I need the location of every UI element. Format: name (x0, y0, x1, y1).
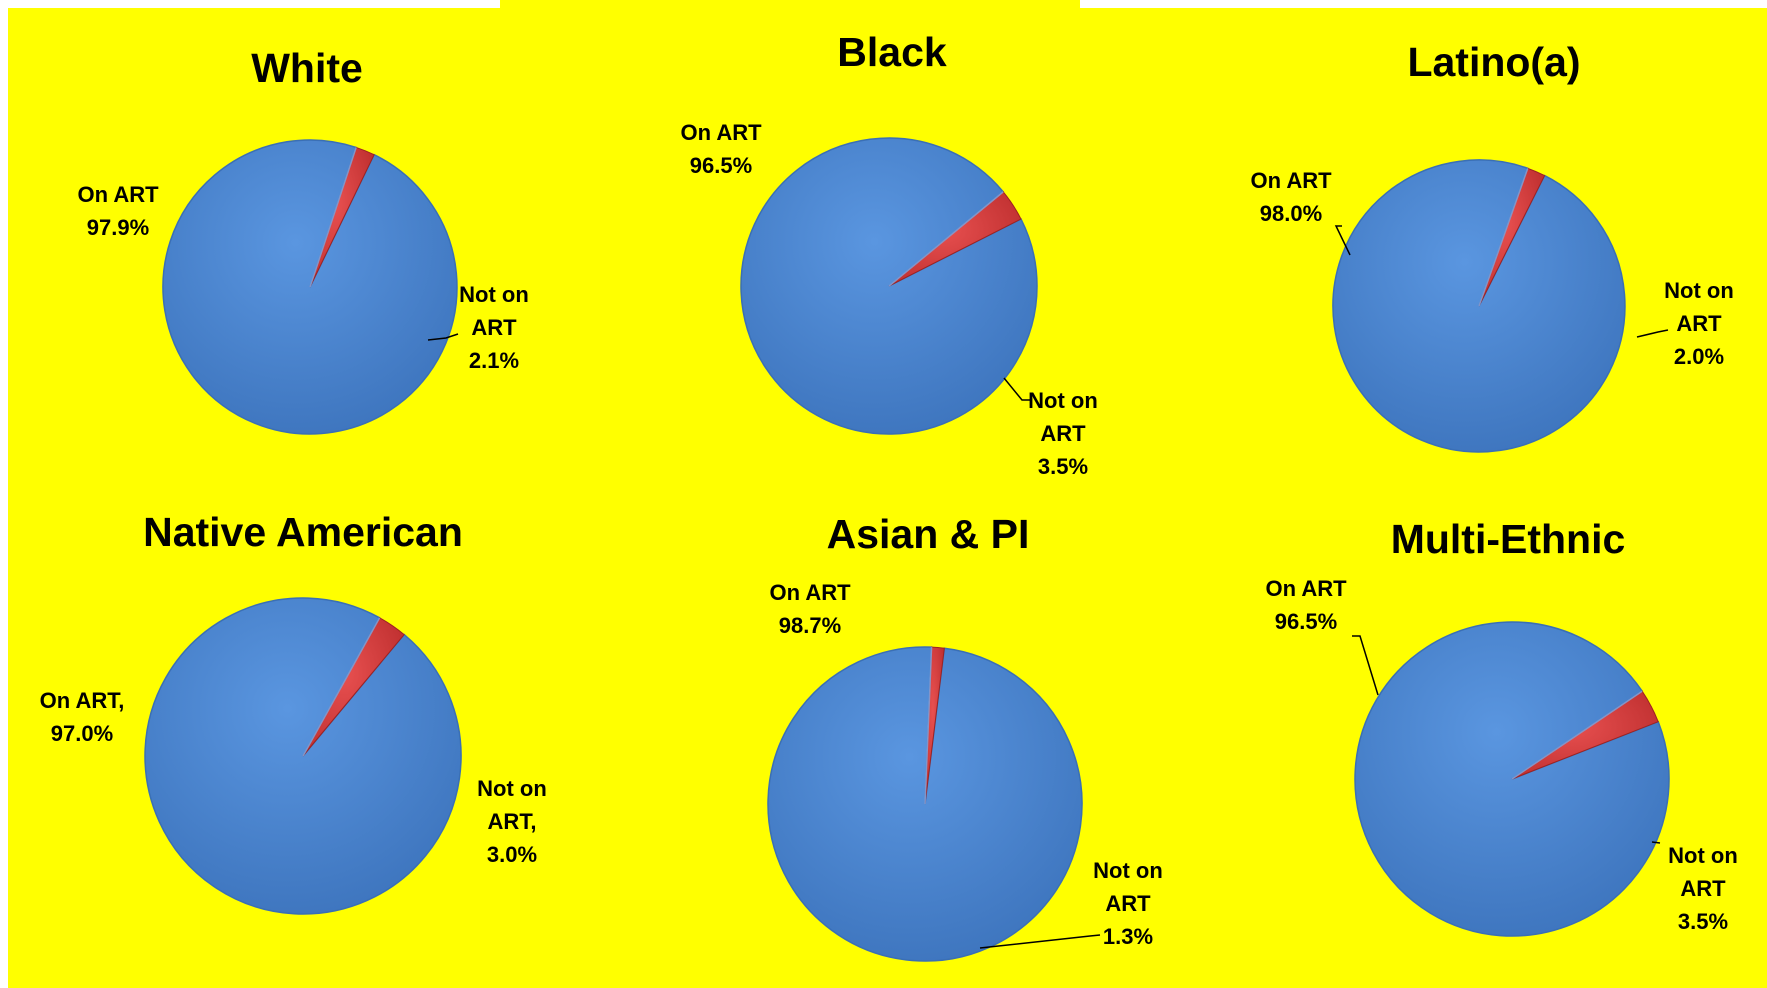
chart-title: Multi-Ethnic (1391, 516, 1626, 562)
chart-title: Black (837, 29, 947, 75)
label-leader-line (427, 333, 459, 341)
data-label-not-on-art: Not on ART 2.1% (459, 282, 529, 373)
data-label-on-art: On ART, 97.0% (40, 688, 125, 746)
data-label-on-art: On ART 98.0% (1250, 168, 1332, 226)
pie-chart-asian-pi: Asian & PI On ART 98.7% Not on ART 1.3% (767, 511, 1163, 962)
pie-chart-latino-a: Latino(a) On ART 98.0% Not on ART 2.0% (1250, 39, 1734, 453)
pie-slice-edge (888, 191, 1004, 287)
label-leader-line (1636, 329, 1669, 338)
pie-chart-multi-ethnic: Multi-Ethnic On ART 96.5% Not on ART 3.5% (1265, 516, 1738, 937)
chart-title: Asian & PI (827, 511, 1030, 557)
pie-chart-white: White On ART 97.9% Not on ART 2.1% (77, 45, 529, 435)
pie-slice-edge (924, 647, 933, 805)
data-label-not-on-art: Not on ART 3.5% (1028, 388, 1098, 479)
pie-slice-edge (309, 147, 357, 288)
pie-slice-edge (302, 617, 381, 757)
pie-slice-edge (1511, 690, 1643, 780)
pie-chart-native-american: Native American On ART, 97.0% Not on ART, 3.0… (40, 509, 547, 915)
data-label-on-art: On ART 96.5% (680, 120, 762, 178)
data-label-on-art: On ART 97.9% (77, 182, 159, 240)
chart-title: Latino(a) (1407, 39, 1580, 85)
data-label-not-on-art: Not on ART 2.0% (1664, 278, 1734, 369)
pie-chart-black: Black On ART 96.5% Not on ART 3.5% (680, 29, 1097, 479)
data-label-not-on-art: Not on ART 1.3% (1093, 858, 1163, 949)
label-leader-line (1003, 377, 1032, 401)
data-label-on-art: On ART 98.7% (769, 580, 851, 638)
label-leader-line (979, 934, 1101, 949)
label-leader-line (1352, 635, 1379, 696)
data-label-not-on-art: Not on ART, 3.0% (477, 776, 547, 867)
label-leader-line (1334, 225, 1351, 256)
pie-slice-edge (1478, 168, 1529, 307)
label-leader-line (1651, 841, 1661, 844)
data-label-on-art: On ART 96.5% (1265, 576, 1347, 634)
chart-title: White (251, 45, 363, 91)
data-label-not-on-art: Not on ART 3.5% (1668, 843, 1738, 934)
chart-title: Native American (143, 509, 463, 555)
